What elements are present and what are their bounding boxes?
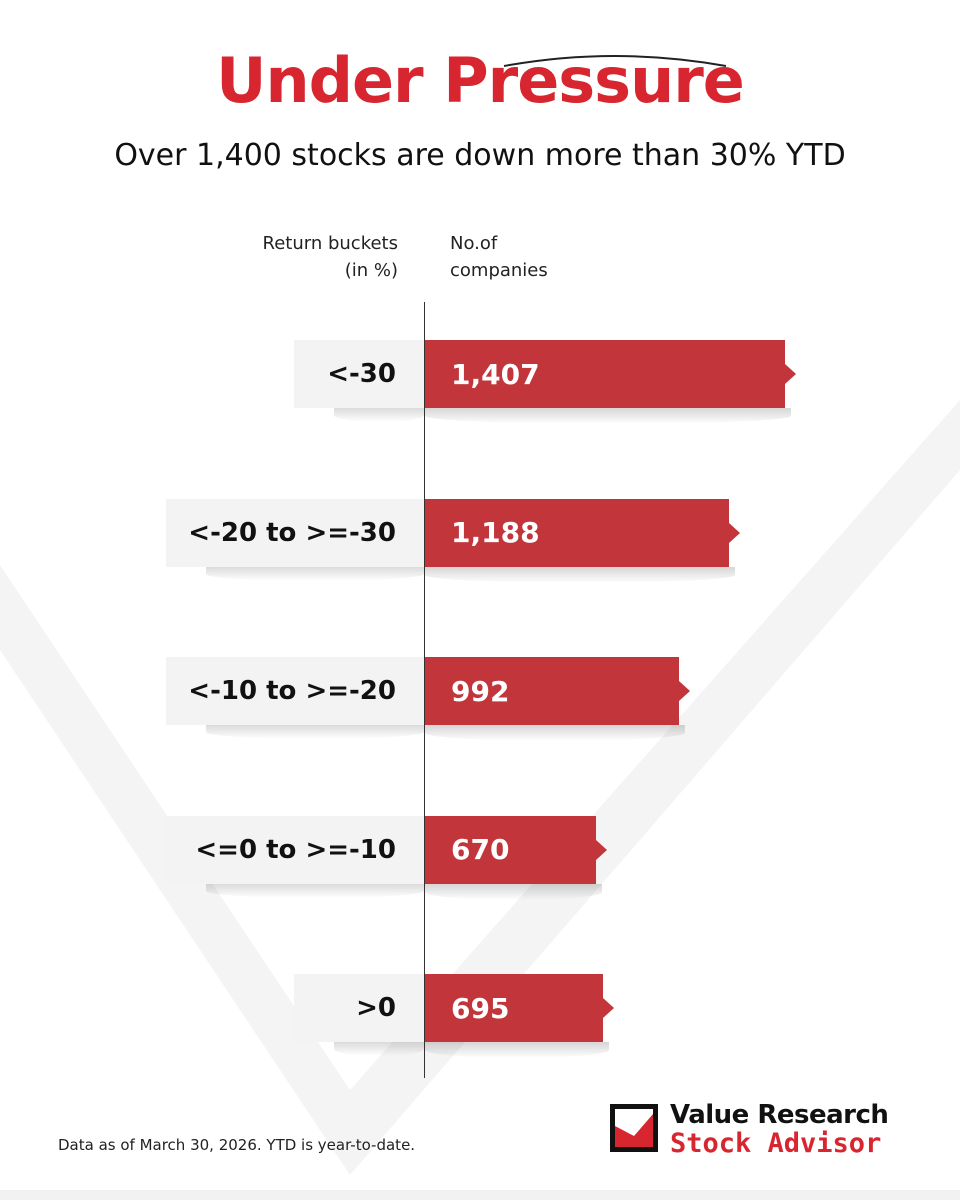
- category-label: <-10 to >=-20: [166, 657, 424, 739]
- column-header-return-buckets: Return buckets (in %): [263, 230, 398, 284]
- bar: 670: [425, 815, 608, 900]
- column-header-buckets-line1: Return buckets: [262, 233, 398, 254]
- bar: 695: [425, 974, 614, 1058]
- chart-title: Under Pressure: [216, 44, 745, 117]
- bar-value-label: 1,188: [451, 516, 540, 549]
- brand-logo: Value Research Stock Advisor: [608, 1100, 928, 1160]
- category-label: <-20 to >=-30: [166, 498, 424, 581]
- chart-subtitle: Over 1,400 stocks are down more than 30%…: [114, 138, 846, 173]
- category-label: <=0 to >=-10: [166, 815, 424, 898]
- column-header-buckets-line2: (in %): [344, 260, 398, 281]
- checkmark-box-icon: [610, 1104, 658, 1152]
- column-header-companies-line2: companies: [450, 260, 548, 281]
- bar: 992: [425, 657, 690, 741]
- column-header-companies: No.of companies: [450, 230, 548, 284]
- category-label: <-30: [294, 340, 424, 422]
- column-header-companies-line1: No.of: [450, 233, 498, 254]
- bar: 1,407: [425, 340, 796, 424]
- title-arc-decoration: [503, 55, 727, 67]
- footnote: Data as of March 30, 2026. YTD is year-t…: [58, 1136, 416, 1154]
- bar-value-label: 992: [451, 674, 510, 708]
- category-label: >0: [294, 974, 424, 1056]
- bar-value-label: 695: [451, 991, 510, 1025]
- bar-value-label: 1,407: [451, 357, 540, 391]
- bar-value-label: 670: [451, 833, 510, 866]
- chart-axis-line: [424, 302, 425, 1078]
- bar: 1,188: [425, 498, 740, 583]
- brand-name-line1: Value Research: [670, 1100, 889, 1130]
- bottom-band: [0, 1190, 960, 1200]
- brand-name-line2: Stock Advisor: [670, 1128, 882, 1159]
